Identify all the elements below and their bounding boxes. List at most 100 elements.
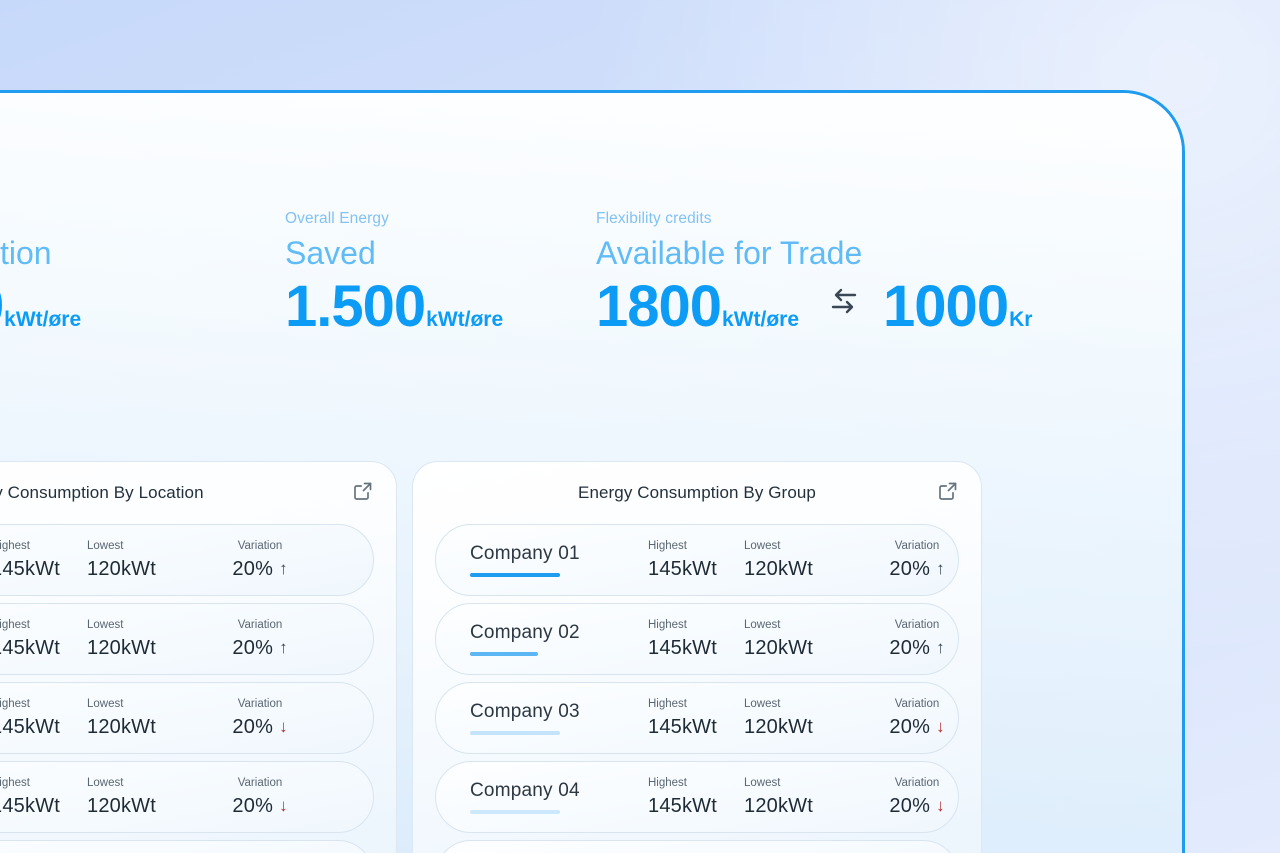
external-link-icon[interactable] <box>352 480 374 502</box>
metric-highest-label: Highest <box>648 618 687 631</box>
kpi-value-secondary: 1000 <box>883 274 1009 340</box>
row-metrics: Highest 145kWt Lowest 120kWt Variation 20%↓ <box>648 697 962 739</box>
metric-variation-value: 20% <box>889 558 931 581</box>
kpi-value: 1800 <box>596 274 722 340</box>
kpi-unit: kWt/øre <box>722 308 800 332</box>
kpi-eyebrow: Overall Energy <box>285 210 389 227</box>
metric-highest-value: 145kWt <box>648 716 718 739</box>
metric-lowest-label: Lowest <box>87 697 124 710</box>
row-name-block: Company 03 <box>470 701 648 735</box>
metric-highest: Highest 145kWt <box>648 618 744 660</box>
kpi-strip: Overall Energy Consumption 2.899 kWt/øre… <box>0 211 1182 371</box>
row-label: Company 02 <box>470 622 580 643</box>
table-row[interactable]: NorthHighest145kWtLowest120kWtVariation2… <box>0 524 374 596</box>
external-link-icon[interactable] <box>937 480 959 502</box>
metric-highest-value: 145kWt <box>0 558 61 581</box>
table-row[interactable]: NortheastHighest145kWtLowest120kWtVariat… <box>0 761 374 833</box>
kpi-overall-saved: Overall Energy Saved 1.500 kWt/øre <box>285 211 503 336</box>
table-row[interactable]: Company 02 Highest 145kWt Lowest 120kWt Varia… <box>435 603 959 675</box>
metric-lowest-label: Lowest <box>744 618 781 631</box>
exchange-arrows-icon[interactable] <box>827 284 861 318</box>
metric-lowest: Lowest 120kWt <box>87 697 215 737</box>
metric-highest-value: 145kWt <box>648 637 718 660</box>
kpi-flexibility-credits: Flexibility credits Available for Trade … <box>596 211 1032 336</box>
kpi-eyebrow: Flexibility credits <box>596 210 712 227</box>
metric-lowest-label: Lowest <box>744 776 781 789</box>
row-progress-bar <box>470 731 560 735</box>
metric-variation: Variation 20% ↓ <box>872 776 962 818</box>
metric-lowest: Lowest 120kWt <box>744 539 872 581</box>
metric-variation-label: Variation <box>237 539 283 552</box>
metric-variation-value: 20% <box>232 795 274 818</box>
metric-variation-label: Variation <box>894 776 940 789</box>
table-row[interactable]: SoutheastHighest145kWtLowest120kWtVariat… <box>0 840 374 853</box>
kpi-unit: kWt/øre <box>426 308 504 332</box>
metric-highest: Highest 145kWt <box>648 697 744 739</box>
metric-highest-value: 145kWt <box>648 795 718 818</box>
table-row[interactable]: Company 01 Highest 145kWt Lowest 120kWt Varia… <box>435 524 959 596</box>
metric-highest-value: 145kWt <box>0 716 61 739</box>
metric-lowest: Lowest 120kWt <box>87 540 215 581</box>
metric-lowest-value: 120kWt <box>744 637 814 660</box>
metric-lowest-value: 120kWt <box>744 795 814 818</box>
variation-value-group: 20% ↑ <box>232 559 287 579</box>
trend-down-arrow-icon: ↓ <box>936 716 945 736</box>
metric-lowest-label: Lowest <box>744 539 781 552</box>
kpi-eyebrow: Overall Energy <box>0 211 81 227</box>
metric-variation-label: Variation <box>237 697 283 710</box>
metric-variation-value: 20% <box>889 716 931 739</box>
group-row-list: Company 01 Highest 145kWt Lowest 120kWt Varia… <box>413 524 981 853</box>
kpi-title: Available for Trade <box>596 234 863 271</box>
metric-variation-value: 20% <box>889 637 931 660</box>
row-name-block: Company 04 <box>470 780 648 814</box>
row-label: Company 01 <box>470 543 580 564</box>
app-panel: Overall Energy Consumption 2.899 kWt/øre… <box>0 90 1185 853</box>
metric-lowest-value: 120kWt <box>87 637 157 660</box>
metric-lowest-value: 120kWt <box>87 558 157 581</box>
metric-variation-label: Variation <box>894 697 940 710</box>
row-metrics: Highest 145kWt Lowest 120kWt Variation 20%↑ <box>0 618 373 660</box>
metric-highest-label: Highest <box>0 697 30 710</box>
metric-highest-label: Highest <box>648 697 687 710</box>
table-row[interactable]: WestHighest145kWtLowest120kWtVariation20… <box>0 682 374 754</box>
metric-variation: Variation 20% ↓ <box>215 697 305 739</box>
card-title: Energy Consumption By Group <box>578 483 816 502</box>
metric-highest: Highest 145kWt <box>648 777 744 818</box>
variation-value-group: 20% ↑ <box>232 638 287 658</box>
trend-down-arrow-icon: ↓ <box>279 795 288 815</box>
metric-lowest: Lowest 120kWt <box>744 698 872 737</box>
table-row[interactable]: Company 05Highest145kWtLowest120kWtVaria… <box>435 840 959 853</box>
metric-variation-label: Variation <box>237 776 283 789</box>
metric-variation-value: 20% <box>232 558 274 581</box>
trend-down-arrow-icon: ↓ <box>279 716 288 736</box>
location-row-list: NorthHighest145kWtLowest120kWtVariation2… <box>0 524 396 853</box>
table-row[interactable]: Company 03 Highest 145kWt Lowest 120kWt Varia… <box>435 682 959 754</box>
metric-variation-value: 20% <box>889 795 931 818</box>
table-row[interactable]: SouthHighest145kWtLowest120kWtVariation2… <box>0 603 374 675</box>
metric-lowest: Lowest 120kWt <box>744 776 872 818</box>
table-row[interactable]: Company 04 Highest 145kWt Lowest 120kWt Varia… <box>435 761 959 833</box>
metric-variation: Variation 20% ↓ <box>872 697 962 739</box>
metric-variation-label: Variation <box>237 618 283 631</box>
trend-down-arrow-icon: ↓ <box>936 795 945 815</box>
metric-variation: Variation 20% ↑ <box>872 619 962 660</box>
metric-highest-value: 145kWt <box>0 795 61 818</box>
metric-highest: Highest 145kWt <box>0 697 87 739</box>
metric-variation-label: Variation <box>894 539 940 552</box>
metric-lowest-value: 120kWt <box>87 795 157 818</box>
metric-variation: Variation 20% ↑ <box>872 539 962 581</box>
metric-variation-value: 20% <box>232 637 274 660</box>
metric-highest-label: Highest <box>0 618 30 631</box>
metric-lowest-value: 120kWt <box>744 558 814 581</box>
trend-up-arrow-icon: ↑ <box>279 637 288 657</box>
kpi-value: 2.899 <box>0 278 4 336</box>
row-progress-bar <box>470 810 560 814</box>
metric-lowest-label: Lowest <box>87 618 124 631</box>
kpi-unit-secondary: Kr <box>1009 308 1033 332</box>
trend-up-arrow-icon: ↑ <box>936 558 945 578</box>
metric-highest-value: 145kWt <box>648 558 718 581</box>
metric-variation-value: 20% <box>232 716 274 739</box>
card-title: Energy Consumption By Location <box>0 483 204 502</box>
metric-highest-label: Highest <box>0 776 30 789</box>
row-metrics: Highest 145kWt Lowest 120kWt Variation 20%↓ <box>648 776 962 818</box>
